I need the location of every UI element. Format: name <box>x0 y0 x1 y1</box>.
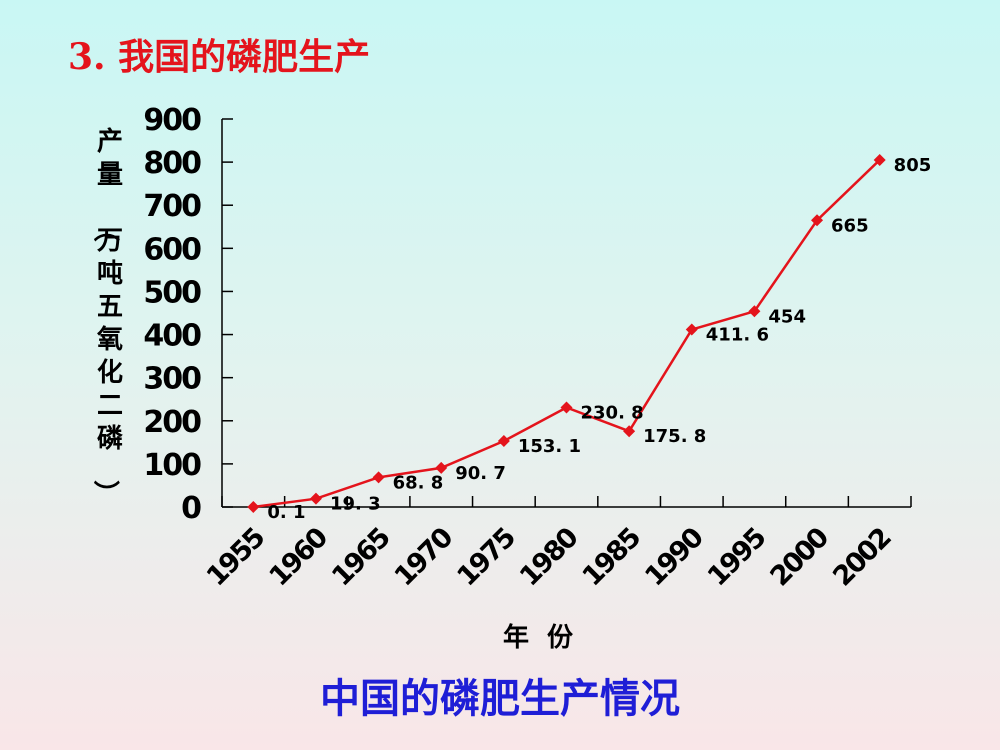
data-label: 665 <box>831 215 869 236</box>
data-label: 0. 1 <box>267 502 305 523</box>
x-tick-label: 1965 <box>326 523 396 593</box>
x-tick-label: 1960 <box>263 522 333 592</box>
y-axis-ticks: 0 100 200 300 400 500 600 700 800 900 <box>143 103 233 526</box>
data-label: 68. 8 <box>393 472 444 493</box>
data-point-marker <box>873 153 886 166</box>
x-axis-ticks: 1955196019651970197519801985199019952000… <box>201 496 912 593</box>
data-point-marker <box>497 434 510 447</box>
x-tick-label: 1980 <box>514 522 584 592</box>
x-tick-label: 1985 <box>577 523 647 593</box>
y-tick-label: 700 <box>143 189 201 224</box>
x-tick-label: 1990 <box>639 522 709 592</box>
y-tick-label: 200 <box>143 405 201 440</box>
data-label: 90. 7 <box>455 463 506 484</box>
data-label: 230. 8 <box>581 402 644 423</box>
y-tick-label: 800 <box>143 146 201 181</box>
data-point-marker <box>560 401 573 414</box>
data-point-marker <box>623 425 636 438</box>
x-tick-label: 1970 <box>389 522 459 592</box>
x-tick-label: 1975 <box>451 523 521 593</box>
data-point-marker <box>435 461 448 474</box>
data-point-marker <box>685 323 698 336</box>
chart-caption: 中国的磷肥生产情况 <box>320 675 680 722</box>
slide-title: 3. 我国的磷肥生产 <box>68 36 371 78</box>
chart-axes <box>221 119 911 508</box>
x-tick-label: 2000 <box>765 522 835 592</box>
data-label: 19. 3 <box>330 494 381 515</box>
x-axis-title: 年 份 <box>503 622 573 653</box>
data-label: 153. 1 <box>518 436 581 457</box>
data-point-marker <box>811 214 824 227</box>
y-tick-label: 0 <box>181 491 201 526</box>
y-tick-label: 500 <box>143 275 201 310</box>
y-axis-title: 产量（万吨五氧化二磷） <box>90 127 123 506</box>
series-production <box>247 153 886 513</box>
y-tick-label: 900 <box>143 103 201 138</box>
y-tick-label: 600 <box>143 232 201 267</box>
data-point-marker <box>372 471 385 484</box>
x-tick-label: 1955 <box>201 523 271 593</box>
data-point-marker <box>247 500 260 513</box>
phosphate-production-chart: 0 100 200 300 400 500 600 700 800 900 19551960196… <box>90 103 931 653</box>
data-label: 805 <box>894 155 932 176</box>
data-label: 411. 6 <box>706 325 769 346</box>
y-tick-label: 100 <box>143 448 201 483</box>
y-tick-label: 400 <box>143 319 201 354</box>
x-tick-label: 1995 <box>702 523 772 593</box>
data-label: 454 <box>768 306 806 327</box>
data-point-marker <box>309 492 322 505</box>
y-tick-label: 300 <box>143 362 201 397</box>
x-tick-label: 2002 <box>827 523 897 593</box>
data-point-marker <box>748 305 761 318</box>
data-label: 175. 8 <box>643 426 706 447</box>
